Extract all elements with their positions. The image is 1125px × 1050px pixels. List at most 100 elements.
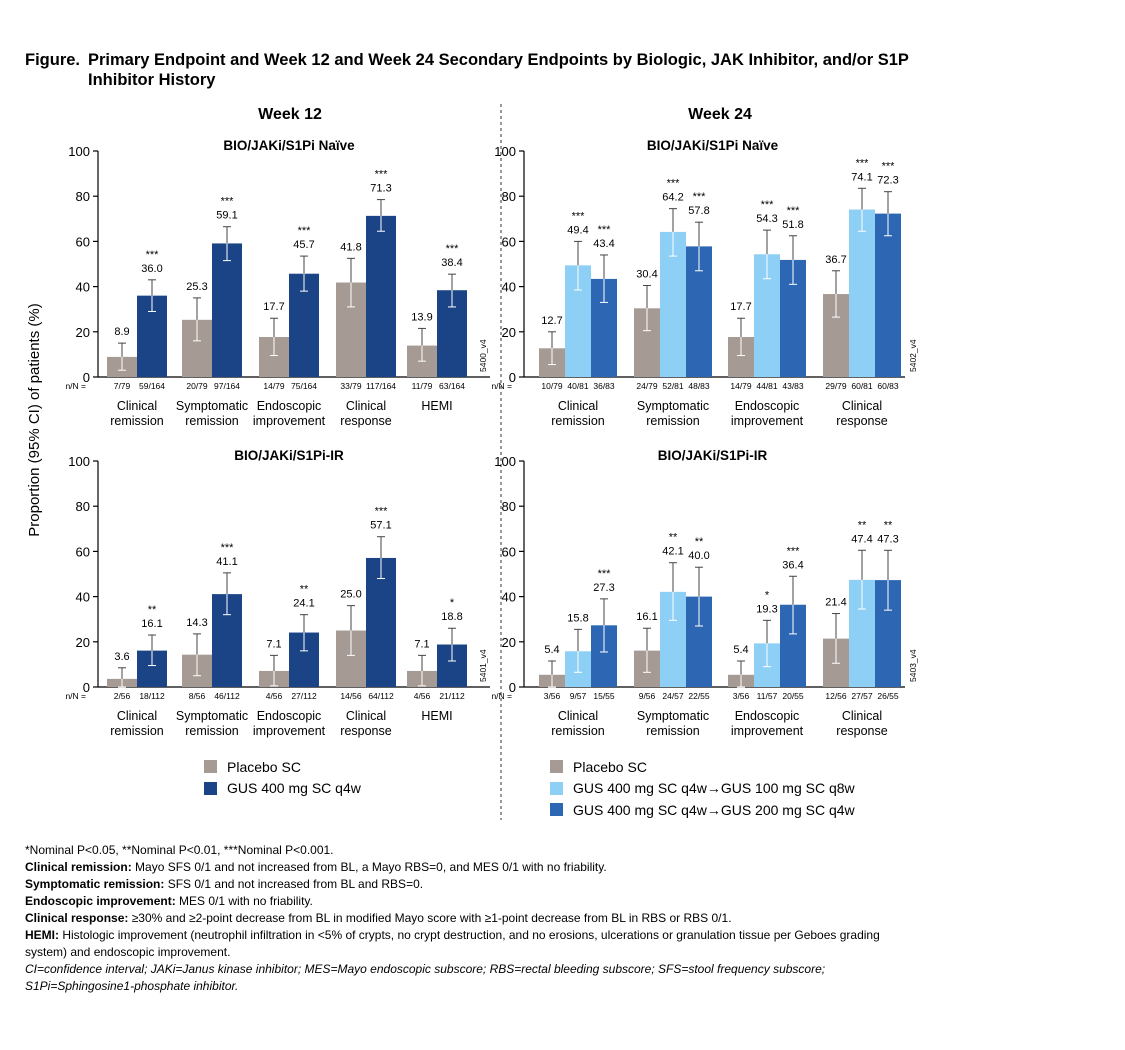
category-label: Clinical: [117, 709, 157, 723]
significance-label: ***: [598, 568, 612, 580]
data-label: 45.7: [293, 239, 314, 251]
panel-title: BIO/JAKi/S1Pi Naïve: [223, 138, 355, 153]
y-tick-label: 100: [494, 144, 516, 159]
data-label: 72.3: [877, 175, 898, 187]
data-label: 14.3: [186, 617, 207, 629]
category-label: Symptomatic: [176, 399, 248, 413]
category-label: Endoscopic: [735, 709, 800, 723]
data-label: 18.8: [441, 611, 462, 623]
y-axis-title: Proportion (95% CI) of patients (%): [26, 303, 43, 536]
category-label: Endoscopic: [257, 709, 322, 723]
nN-value: 12/56: [825, 691, 847, 701]
nN-value: 97/164: [214, 381, 240, 391]
data-label: 36.7: [825, 254, 846, 266]
data-label: 42.1: [662, 546, 683, 558]
nN-label: n/N =: [65, 381, 86, 391]
data-label: 17.7: [730, 301, 751, 313]
legend-swatch: [550, 781, 563, 795]
nN-value: 11/79: [412, 381, 433, 391]
y-tick-label: 100: [68, 454, 90, 469]
category-label: Endoscopic: [257, 399, 322, 413]
data-label: 49.4: [567, 224, 588, 236]
nN-value: 4/56: [266, 691, 283, 701]
data-label: 16.1: [141, 618, 162, 630]
y-tick-label: 40: [502, 590, 516, 605]
significance-label: *: [450, 597, 455, 609]
significance-label: **: [884, 519, 893, 531]
data-label: 12.7: [541, 315, 562, 327]
category-label: Clinical: [842, 709, 882, 723]
bar: [212, 243, 242, 377]
figure-title: Figure. Primary Endpoint and Week 12 and…: [25, 50, 925, 90]
data-label: 16.1: [636, 611, 657, 623]
y-tick-label: 20: [76, 635, 90, 650]
legend-label: GUS 400 mg SC q4w: [227, 780, 361, 797]
nN-value: 21/112: [439, 691, 465, 701]
definition: Clinical response: ≥30% and ≥2-point dec…: [25, 910, 925, 927]
y-tick-label: 40: [76, 280, 90, 295]
significance-label: ***: [146, 249, 160, 261]
definition-text: ≥30% and ≥2-point decrease from BL in mo…: [128, 911, 732, 925]
data-label: 36.4: [782, 559, 803, 571]
category-label: remission: [551, 724, 605, 738]
abbreviations-note: CI=confidence interval; JAKi=Janus kinas…: [25, 962, 826, 993]
data-label: 3.6: [114, 651, 129, 663]
significance-label: ***: [572, 210, 586, 222]
nN-value: 63/164: [439, 381, 465, 391]
nN-value: 24/57: [662, 691, 684, 701]
category-label: response: [340, 414, 391, 428]
significance-label: ***: [856, 157, 870, 169]
significance-label: ***: [446, 243, 460, 255]
legend-week-12: Placebo SC GUS 400 mg SC q4w: [204, 756, 361, 799]
data-label: 5.4: [544, 644, 559, 656]
heading-week-12: Week 12: [258, 106, 322, 123]
nN-value: 64/112: [368, 691, 394, 701]
nN-value: 8/56: [189, 691, 206, 701]
y-tick-label: 60: [76, 234, 90, 249]
data-label: 47.4: [851, 533, 872, 545]
legend-item: Placebo SC: [204, 756, 361, 778]
nN-value: 14/79: [263, 381, 285, 391]
nN-label: n/N =: [65, 691, 86, 701]
legend-week-24: Placebo SC GUS 400 mg SC q4w→GUS 100 mg S…: [550, 756, 855, 821]
data-label: 38.4: [441, 257, 462, 269]
nN-value: 20/55: [782, 691, 804, 701]
category-label: remission: [646, 724, 700, 738]
nN-value: 40/81: [567, 381, 589, 391]
nN-value: 14/56: [340, 691, 362, 701]
category-label: remission: [185, 414, 239, 428]
nN-value: 4/56: [414, 691, 431, 701]
bar: [849, 209, 875, 377]
data-label: 41.1: [216, 556, 237, 568]
legend-label: Placebo SC: [573, 758, 647, 775]
nN-label: n/N =: [491, 691, 512, 701]
significance-label: ***: [375, 169, 389, 181]
nN-value: 9/57: [570, 691, 587, 701]
legend-label: GUS 400 mg SC q4w→GUS 100 mg SC q8w: [573, 780, 855, 797]
y-tick-label: 100: [68, 144, 90, 159]
nN-value: 44/81: [756, 381, 778, 391]
data-label: 74.1: [851, 171, 872, 183]
data-label: 41.8: [340, 241, 361, 253]
category-label: remission: [110, 414, 164, 428]
category-label: improvement: [731, 414, 804, 428]
definition-text: SFS 0/1 and not increased from BL and RB…: [164, 877, 424, 891]
nN-value: 48/83: [688, 381, 710, 391]
nN-value: 52/81: [662, 381, 684, 391]
nN-value: 46/112: [214, 691, 240, 701]
legend-swatch: [550, 803, 563, 817]
y-tick-label: 100: [494, 454, 516, 469]
definition: Endoscopic improvement: MES 0/1 with no …: [25, 893, 925, 910]
significance-label: **: [300, 584, 309, 596]
figure-label: Figure.: [25, 51, 81, 69]
nN-value: 26/55: [877, 691, 899, 701]
nN-value: 10/79: [541, 381, 563, 391]
data-label: 30.4: [636, 268, 657, 280]
nN-value: 3/56: [544, 691, 561, 701]
category-label: remission: [110, 724, 164, 738]
data-label: 71.3: [370, 183, 391, 195]
category-label: Endoscopic: [735, 399, 800, 413]
category-label: improvement: [253, 414, 326, 428]
significance-label: ***: [882, 161, 896, 173]
